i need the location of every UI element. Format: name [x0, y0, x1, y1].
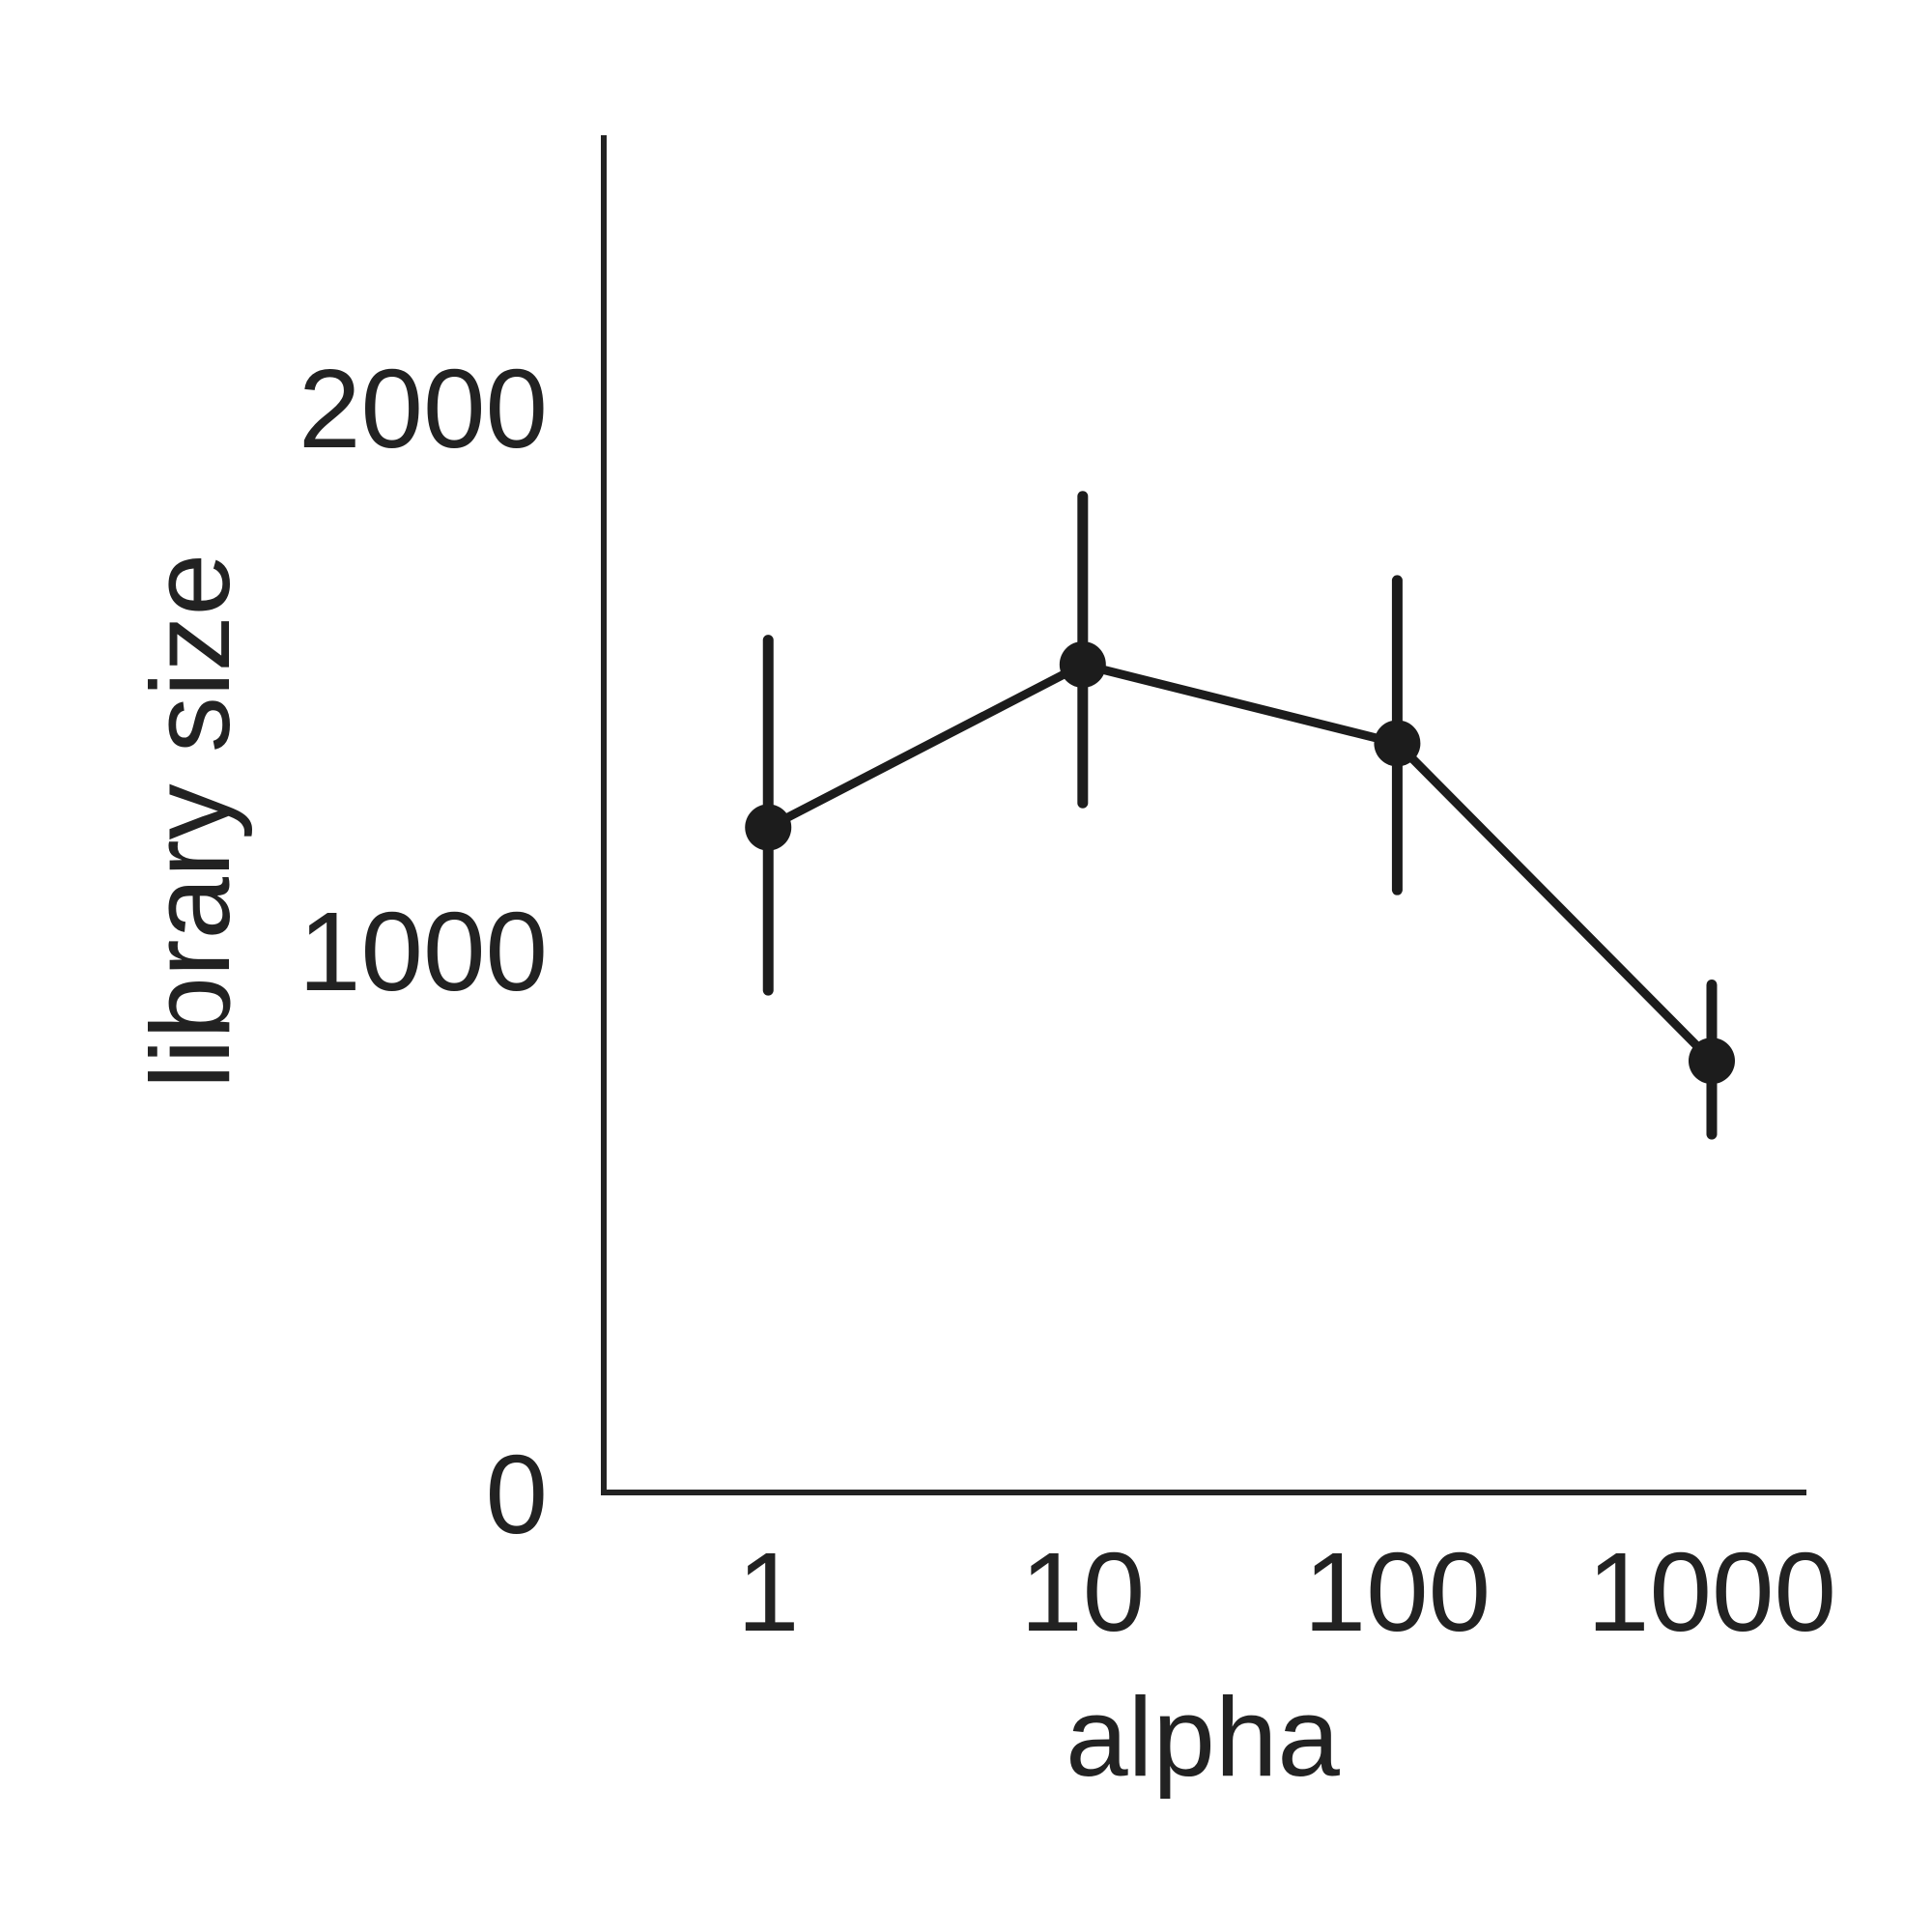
x-axis-label: alpha — [1065, 1674, 1340, 1800]
data-point — [1374, 720, 1421, 767]
series-layer — [745, 491, 1735, 1140]
x-tick-label: 1000 — [1587, 1529, 1836, 1655]
axes — [601, 135, 1806, 1495]
x-tick-label: 100 — [1304, 1529, 1492, 1655]
y-tick-labels: 0 1000 2000 — [298, 346, 548, 1557]
x-tick-label: 1 — [737, 1529, 800, 1655]
y-tick-label: 1000 — [298, 889, 548, 1014]
y-tick-label: 0 — [485, 1432, 548, 1557]
data-point — [1688, 1037, 1735, 1085]
data-point — [1059, 640, 1106, 688]
data-point — [745, 804, 792, 851]
x-tick-labels: 1 10 100 1000 — [737, 1529, 1836, 1655]
y-axis-label: library size — [128, 554, 253, 1089]
series-line — [766, 660, 1716, 1065]
x-tick-label: 10 — [1020, 1529, 1145, 1655]
y-tick-label: 2000 — [298, 346, 548, 471]
